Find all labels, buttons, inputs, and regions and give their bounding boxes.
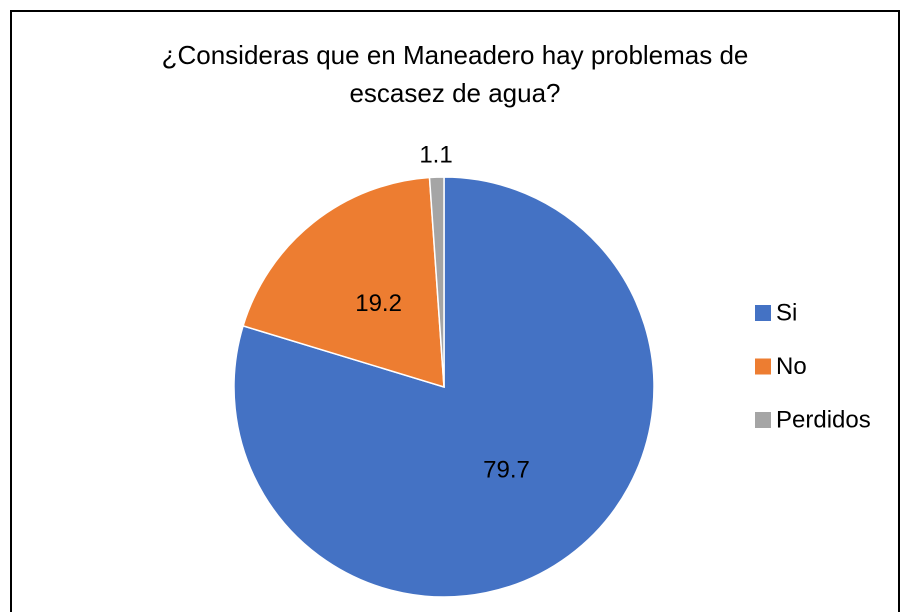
data-label: 79.7 [483,457,530,484]
pie-slice [233,176,655,598]
pie-slice [242,176,445,389]
legend-swatch [755,305,771,321]
chart-title: ¿Consideras que en Maneadero hay problem… [161,40,749,108]
legend-label: Si [776,299,797,326]
legend-swatch [755,412,771,428]
legend-swatch [755,358,771,375]
data-label: 1.1 [419,141,452,168]
pie-slice [428,176,445,388]
data-label: 19.2 [355,290,402,317]
legend-label: No [776,353,807,380]
legend-label: Perdidos [776,406,871,433]
